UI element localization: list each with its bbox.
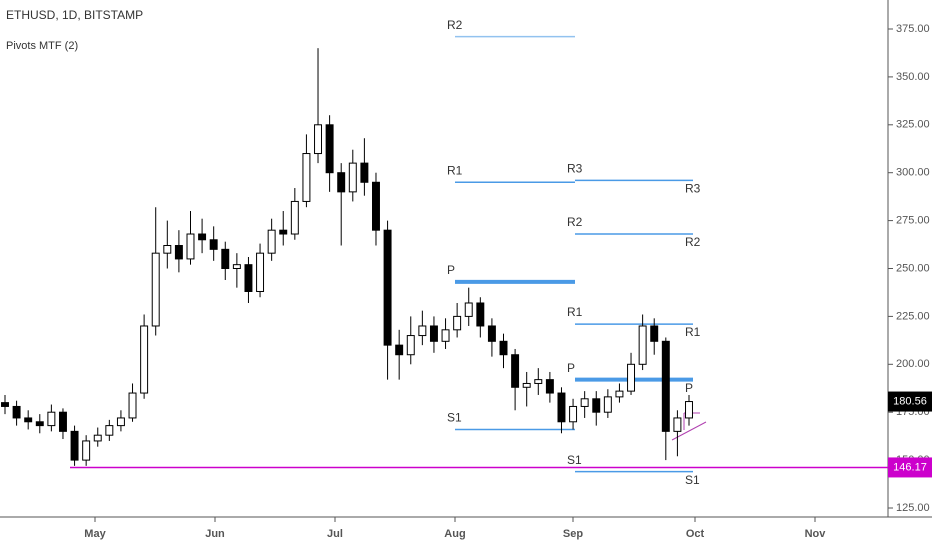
candle-body [395,344,404,356]
candle-body [476,302,485,327]
candle-body [151,252,160,327]
candle-body [545,379,554,394]
pivot-label: S1 [567,453,582,467]
pivot-label: S1 [447,411,462,425]
candle-body [128,392,137,419]
candle-body [35,421,44,427]
y-tick-label: 250.00 [896,262,930,274]
candle-body [267,229,276,254]
candle-body [650,325,659,342]
candle-body [116,417,125,427]
candle-body [383,229,392,346]
candle-body [174,245,183,260]
candle-body [685,401,693,419]
price-label: 180.56 [893,395,927,407]
candle-body [627,363,636,392]
candle-body [372,181,380,231]
y-tick-label: 325.00 [896,119,930,131]
candle-body [209,239,218,250]
candle-body [638,325,647,365]
pivot-label: R2 [685,235,701,249]
candle-body [534,379,543,384]
x-tick-label: Oct [686,528,705,540]
candle-body [24,417,33,423]
candle-body [325,124,334,174]
pivot-label: R1 [447,163,463,177]
candle-body [1,402,9,407]
axes: 125.00150.00175.00200.00225.00250.00275.… [84,23,929,540]
y-tick-label: 225.00 [896,310,930,322]
candle-body [511,354,520,388]
y-tick-label: 375.00 [896,23,930,35]
candle-body [290,200,299,235]
x-tick-label: Nov [805,528,827,540]
pivot-label: R1 [567,305,583,319]
pivot-label: S1 [685,473,700,487]
candle-body [12,405,21,419]
candle-body [499,340,508,356]
pivot-label: R3 [685,182,701,196]
x-tick-label: Jun [205,528,225,540]
x-tick-label: May [84,528,106,540]
candle-body [337,172,346,193]
pivot-label: P [447,263,455,277]
candle-body [487,325,496,342]
candle-body [314,124,322,155]
symbol-title: ETHUSD, 1D, BITSTAMP [6,8,143,22]
indicator-title: Pivots MTF (2) [6,40,78,52]
candle-body [163,245,172,254]
candle-body [615,390,624,398]
pivot-label: R2 [567,215,583,229]
candle-body [592,398,601,413]
candle-body [93,434,102,442]
candle-body [557,392,566,423]
y-tick-label: 300.00 [896,167,930,179]
candle-body [302,153,311,202]
y-tick-label: 350.00 [896,71,930,83]
candle-body [244,264,253,292]
y-tick-label: 125.00 [896,502,930,514]
candle-body [580,398,589,407]
price-label-box [888,391,932,412]
candle-body [47,411,56,427]
candle-body [603,396,612,413]
candle-body [429,325,438,342]
candle-body [256,252,265,292]
candle-body [522,382,531,388]
candle-body [453,315,462,331]
pivot-label: R2 [447,18,463,32]
candle-body [661,340,670,432]
pivot-label: P [685,381,693,395]
candle-body [186,233,195,260]
x-tick-label: Sep [563,528,583,540]
x-tick-label: Jul [327,528,343,540]
candle-body [348,162,357,193]
price-label-box [888,457,932,478]
candle-body [105,425,114,436]
candle-body [198,233,207,241]
candle-body [140,325,149,394]
candle-body [418,325,427,337]
candle-body [221,248,230,269]
candle-body [232,264,241,269]
y-tick-label: 200.00 [896,358,930,370]
candle-body [360,162,369,183]
candle-body [58,411,67,432]
candle-body [406,335,415,356]
candle-body [464,302,473,317]
pivot-label: P [567,361,575,375]
candle-body [279,229,288,235]
candle-body [70,430,79,461]
candle-body [441,329,450,342]
price-label: 146.17 [893,461,927,473]
y-tick-label: 275.00 [896,215,930,227]
pivot-label: R3 [567,162,583,176]
pivot-label: R1 [685,325,701,339]
candle-body [82,440,91,461]
candle-body [569,405,578,423]
x-tick-label: Aug [444,528,465,540]
candle-body [673,417,682,432]
